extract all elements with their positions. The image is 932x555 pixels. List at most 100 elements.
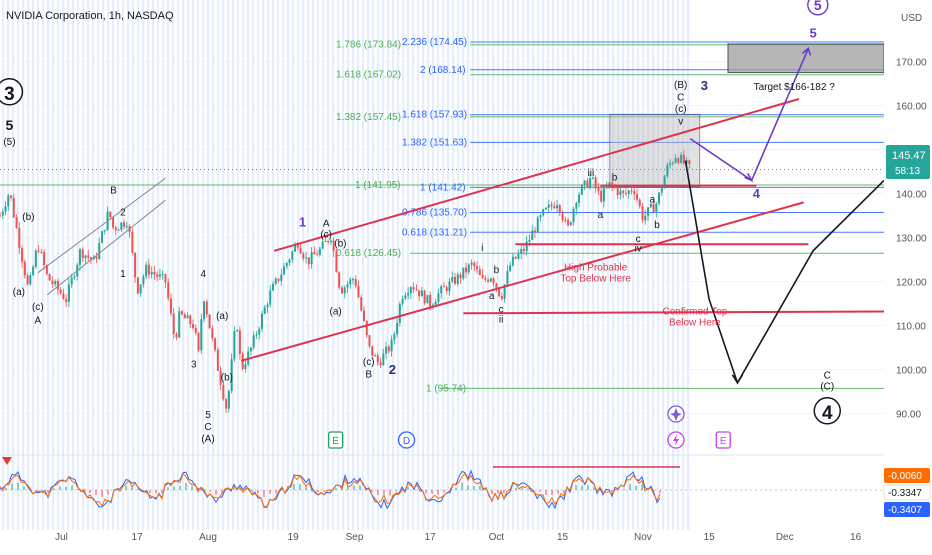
fib-label: 2.236 (174.45) <box>402 37 467 48</box>
sparkle-icon <box>670 408 682 421</box>
candle-body <box>495 283 498 288</box>
candle-body <box>117 229 120 231</box>
candle-body <box>412 287 415 290</box>
bg-stripe <box>282 0 285 530</box>
bg-stripe <box>57 0 60 530</box>
bg-stripe <box>532 0 535 530</box>
annotation-text: Top Below Here <box>560 274 631 285</box>
bg-stripe <box>132 0 135 530</box>
wave-label: (C) <box>820 381 834 392</box>
wave-label: 2 <box>120 208 126 219</box>
bg-stripe <box>82 0 85 530</box>
bg-stripe <box>432 0 435 530</box>
bg-stripe <box>327 0 330 530</box>
candle-body <box>23 261 26 276</box>
candle-body <box>7 195 10 207</box>
price-ticks: 90.00100.00110.00120.00130.00140.00150.0… <box>896 58 927 421</box>
candle-body <box>365 320 368 336</box>
candle-body <box>219 370 222 385</box>
candle-body <box>169 298 172 314</box>
candle-body <box>48 274 51 281</box>
candle-body <box>484 278 487 280</box>
candle-body <box>382 353 385 366</box>
candle-body <box>101 231 104 244</box>
candle-body <box>525 241 528 252</box>
wave-label: 5 <box>6 117 14 133</box>
bg-stripe <box>312 0 315 530</box>
bg-stripe <box>237 0 240 530</box>
bg-stripe <box>567 0 570 530</box>
bg-stripe <box>302 0 305 530</box>
candle-body <box>393 334 396 340</box>
candle-body <box>467 264 470 273</box>
candle-body <box>533 230 536 233</box>
candle-body <box>669 163 672 166</box>
candle-body <box>409 287 412 294</box>
candle-body <box>62 293 65 300</box>
fib-label: 0.618 (131.21) <box>402 227 467 238</box>
candle-body <box>134 252 137 278</box>
channel-line <box>46 199 166 296</box>
bg-stripe <box>222 0 225 530</box>
candle-body <box>338 272 341 288</box>
candle-body <box>536 217 539 233</box>
candle-body <box>32 266 35 276</box>
chart-title: NVIDIA Corporation, 1h, NASDAQ <box>6 10 174 22</box>
price-axis[interactable]: USD <box>884 0 932 550</box>
time-tick-label: 17 <box>132 532 144 543</box>
time-axis[interactable]: Jul 17 Aug 19 Sep 17 Oct 15 Nov 15 Dec 16 <box>55 532 862 543</box>
bg-stripe <box>652 0 655 530</box>
candle-body <box>652 203 655 212</box>
candle-body <box>200 319 203 351</box>
candle-body <box>266 304 269 308</box>
candle-body <box>605 187 608 189</box>
event-marker-circle <box>397 431 416 449</box>
candle-body <box>40 251 43 253</box>
candle-body <box>244 364 247 369</box>
bg-stripe <box>127 0 130 530</box>
bg-stripe <box>487 0 490 530</box>
price-tick-label: 90.00 <box>896 410 921 421</box>
candle-body <box>109 211 112 218</box>
osc-value-1: -0.0060 <box>888 471 922 482</box>
candle-body <box>145 264 148 277</box>
target-box <box>727 43 885 74</box>
wave-label: v <box>678 117 683 128</box>
bg-stripe <box>232 0 235 530</box>
candle-body <box>616 187 619 196</box>
candle-body <box>415 289 418 291</box>
wave-label: iv <box>635 244 642 255</box>
candle-body <box>183 314 186 319</box>
candle-body <box>545 207 547 210</box>
candle-body <box>316 254 319 256</box>
candle-body <box>70 277 73 285</box>
bg-stripe <box>332 0 335 530</box>
candle-body <box>216 349 219 371</box>
fib-label: 1.382 (157.45) <box>336 112 401 123</box>
bg-stripe <box>612 0 615 530</box>
candle-body <box>103 230 106 232</box>
candle-body <box>531 230 534 240</box>
bg-stripe <box>242 0 245 530</box>
candle-body <box>139 284 142 294</box>
bg-stripe <box>322 0 325 530</box>
bg-stripe <box>417 0 420 530</box>
bg-stripe <box>217 0 220 530</box>
bg-stripe <box>17 0 20 530</box>
candle-body <box>296 245 299 248</box>
wave-label: c <box>636 234 641 245</box>
candle-body <box>45 265 48 275</box>
candle-body <box>387 346 390 352</box>
event-marker-label: D <box>403 436 410 447</box>
bg-stripe <box>387 0 390 530</box>
candle-body <box>255 334 258 336</box>
candle-body <box>15 217 18 228</box>
bg-stripe <box>497 0 500 530</box>
bg-stripe <box>357 0 360 530</box>
bg-stripe <box>2 0 5 530</box>
